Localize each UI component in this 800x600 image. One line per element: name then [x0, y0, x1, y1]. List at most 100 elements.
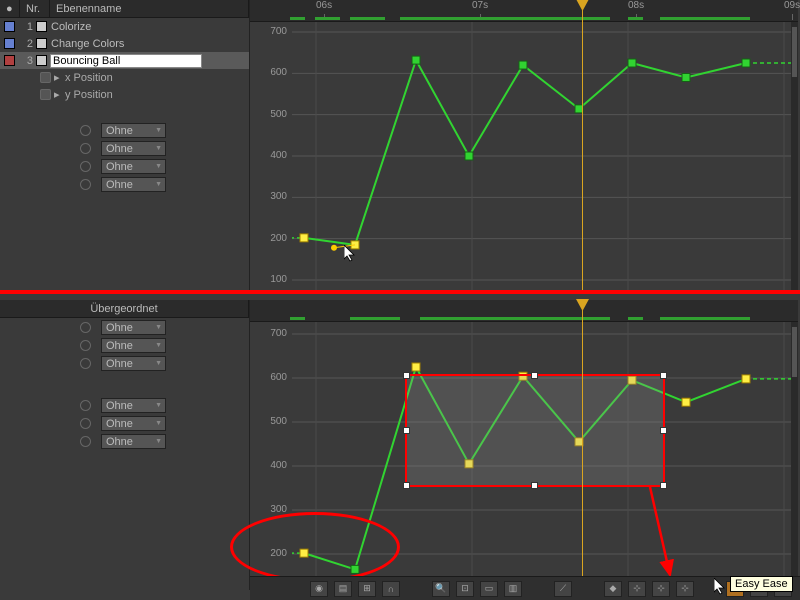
keyframe-tool-icon[interactable]: ⊹: [652, 581, 670, 597]
prop-x-position[interactable]: ▸ x Position: [0, 69, 249, 86]
stopwatch-icon[interactable]: [40, 72, 51, 83]
snap-icon[interactable]: ⊞: [358, 581, 376, 597]
cursor-icon: [714, 578, 728, 596]
y-axis-label: 200: [252, 548, 287, 559]
pickwhip-icon[interactable]: [80, 143, 91, 154]
magnet-icon[interactable]: ∩: [382, 581, 400, 597]
parent-row: Ohne: [0, 433, 249, 450]
expand-icon[interactable]: ▸: [54, 88, 62, 101]
col-nr[interactable]: Nr.: [20, 0, 50, 18]
parent-header: Übergeordnet: [0, 300, 249, 318]
pickwhip-icon[interactable]: [80, 418, 91, 429]
parent-dropdown[interactable]: Ohne: [101, 338, 166, 353]
cache-indicator: [350, 17, 385, 20]
pickwhip-icon[interactable]: [80, 400, 91, 411]
playhead[interactable]: [582, 0, 583, 290]
y-axis-label: 600: [252, 372, 287, 383]
tool-icon[interactable]: ▭: [480, 581, 498, 597]
layer-toggle[interactable]: [36, 38, 47, 49]
parent-dropdown[interactable]: Ohne: [101, 356, 166, 371]
time-ruler[interactable]: 06s 07s 08s 09s: [250, 0, 798, 22]
parent-dropdown[interactable]: Ohne: [101, 177, 166, 192]
resize-handle[interactable]: [660, 372, 667, 379]
parent-dropdown[interactable]: Ohne: [101, 416, 166, 431]
graph-svg[interactable]: [292, 22, 798, 290]
dimension-icon[interactable]: ◆: [604, 581, 622, 597]
scrollbar-v[interactable]: [791, 22, 798, 290]
zoom-icon[interactable]: 🔍: [432, 581, 450, 597]
playhead[interactable]: [582, 300, 583, 590]
cache-indicator: [290, 317, 305, 320]
selection-box[interactable]: [405, 374, 665, 487]
pickwhip-icon[interactable]: [80, 322, 91, 333]
layer-name[interactable]: Change Colors: [51, 38, 124, 50]
graph-type-icon[interactable]: ⟋: [554, 581, 572, 597]
layer-row-2[interactable]: 2 Change Colors: [0, 35, 249, 52]
tool-icon[interactable]: ▤: [334, 581, 352, 597]
parent-dropdown[interactable]: Ohne: [101, 141, 166, 156]
stopwatch-icon[interactable]: [40, 89, 51, 100]
layer-name[interactable]: Colorize: [51, 21, 91, 33]
graph-area[interactable]: 200300400500600700: [250, 322, 798, 590]
layer-toggle[interactable]: [36, 55, 47, 66]
pickwhip-icon[interactable]: [80, 179, 91, 190]
resize-handle[interactable]: [403, 427, 410, 434]
y-axis-label: 100: [252, 274, 287, 285]
scrollbar-v[interactable]: [791, 322, 798, 590]
prop-y-position[interactable]: ▸ y Position: [0, 86, 249, 103]
keyframe-tool-icon[interactable]: ⊹: [628, 581, 646, 597]
y-axis-label: 200: [252, 233, 287, 244]
y-axis-label: 300: [252, 191, 287, 202]
layer-num: 2: [19, 38, 33, 50]
cache-indicator: [628, 317, 643, 320]
layer-row-1[interactable]: 1 Colorize: [0, 18, 249, 35]
layer-num: 3: [19, 55, 33, 67]
visibility-icon[interactable]: ◉: [310, 581, 328, 597]
col-name[interactable]: Ebenenname: [50, 0, 249, 18]
pickwhip-icon[interactable]: [80, 125, 91, 136]
expand-icon[interactable]: ▸: [54, 71, 62, 84]
layer-toggle[interactable]: [36, 21, 47, 32]
cache-indicator: [660, 17, 750, 20]
parent-dropdown[interactable]: Ohne: [101, 320, 166, 335]
parent-dropdown[interactable]: Ohne: [101, 398, 166, 413]
divider-annotation: [0, 290, 800, 294]
layer-num: 1: [19, 21, 33, 33]
color-chip: [4, 55, 15, 66]
time-ruler[interactable]: [250, 300, 798, 322]
graph-area[interactable]: 100200300400500600700: [250, 22, 798, 290]
time-tick: 09s: [784, 0, 800, 11]
parent-row: Ohne: [0, 140, 249, 157]
layer-panel-top: ● Nr. Ebenenname 1 Colorize 2 Change Col…: [0, 0, 250, 290]
prop-label: y Position: [65, 89, 113, 101]
resize-handle[interactable]: [660, 482, 667, 489]
fit-icon[interactable]: ⊡: [456, 581, 474, 597]
layer-name[interactable]: Bouncing Ball: [51, 55, 201, 67]
parent-dropdown[interactable]: Ohne: [101, 434, 166, 449]
graph-editor-top[interactable]: 06s 07s 08s 09s 100200300400500600700: [250, 0, 798, 290]
pickwhip-icon[interactable]: [80, 358, 91, 369]
y-axis-label: 400: [252, 150, 287, 161]
cache-indicator: [660, 317, 750, 320]
resize-handle[interactable]: [531, 372, 538, 379]
layer-row-3[interactable]: 3 Bouncing Ball: [0, 52, 249, 69]
parent-dropdown[interactable]: Ohne: [101, 123, 166, 138]
resize-handle[interactable]: [531, 482, 538, 489]
graph-editor-bottom[interactable]: 200300400500600700: [250, 300, 798, 590]
time-tick: 08s: [628, 0, 644, 11]
resize-handle[interactable]: [403, 372, 410, 379]
cache-indicator: [350, 317, 400, 320]
pickwhip-icon[interactable]: [80, 161, 91, 172]
tool-icon[interactable]: ▥: [504, 581, 522, 597]
resize-handle[interactable]: [403, 482, 410, 489]
resize-handle[interactable]: [660, 427, 667, 434]
keyframe-tool-icon[interactable]: ⊹: [676, 581, 694, 597]
parent-row: Ohne: [0, 355, 249, 372]
parent-dropdown[interactable]: Ohne: [101, 159, 166, 174]
cache-indicator: [315, 17, 340, 20]
pickwhip-icon[interactable]: [80, 340, 91, 351]
y-axis-label: 700: [252, 26, 287, 37]
prop-label: x Position: [65, 72, 113, 84]
pickwhip-icon[interactable]: [80, 436, 91, 447]
parent-row: Ohne: [0, 397, 249, 414]
